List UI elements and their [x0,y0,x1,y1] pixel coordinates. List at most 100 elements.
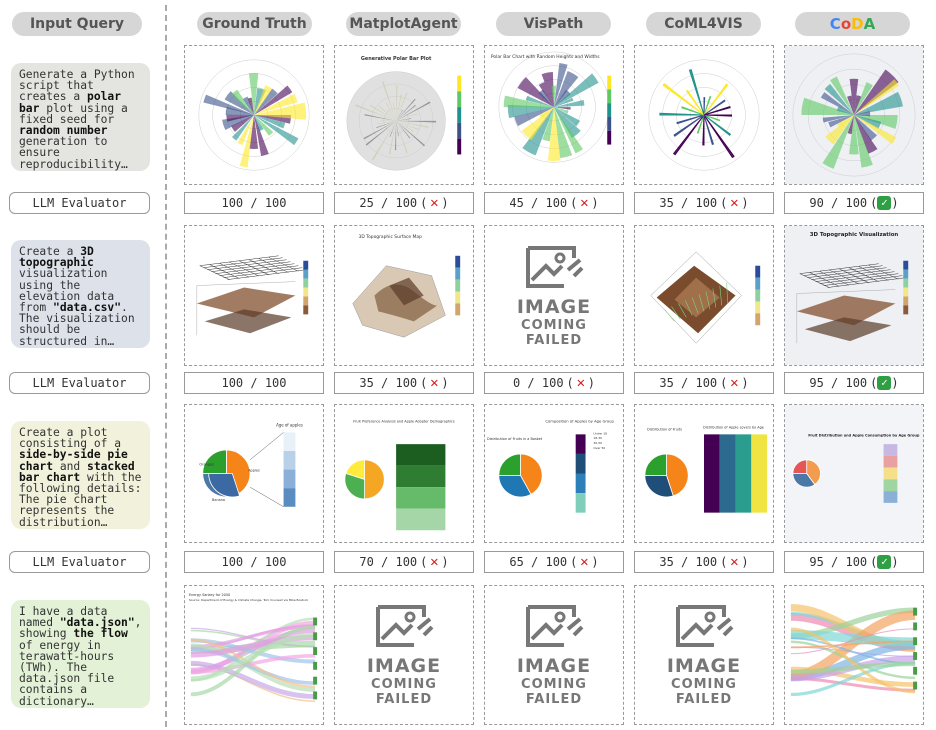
polar-bar [254,85,273,115]
thumb-title: Distribution of Fruits [647,427,682,431]
score-value: 45 / 100 [509,196,568,210]
colorbar-segment [457,122,462,139]
paren: ) [591,196,599,210]
colorbar-segment [607,130,612,145]
stacked-bar-segment [883,467,898,480]
icon-mountain [530,262,564,281]
score-ground-truth: 100 / 100 [184,551,324,573]
thumb-bg [785,226,923,365]
terrain-surface [674,277,720,318]
failed-text-line: COMING [521,317,587,333]
polar-bar [254,115,264,132]
polar-bar [554,107,573,159]
polar-bar [522,107,554,156]
result-thumbnail-ground-truth [184,45,324,185]
query-keyword: stacked bar chart [19,459,135,484]
fail-cross-icon: ✕ [580,554,589,570]
sankey-node [913,652,918,660]
result-thumbnail-coml4vis: Distribution of Fruits Distribution of Ap… [634,404,774,543]
pie-slice [806,459,821,486]
paren: ) [741,376,749,390]
paren: ( [870,555,878,569]
contour-line [726,282,728,304]
sankey-node [313,647,318,655]
pie-label: Oranges [199,463,214,467]
fail-cross-icon: ✕ [730,195,739,211]
sankey-node [313,691,318,700]
stacked-bar-segment [396,444,446,466]
stacked-bar-segment [883,491,898,503]
sankey-link [790,661,916,675]
paren: ( [870,376,878,390]
polar-bar [672,114,705,156]
polar-bar [703,114,735,159]
sankey-node [313,676,318,685]
colorbar-segment [755,265,761,278]
paren: ( [570,555,578,569]
result-thumbnail-coda: Fruit Distribution and Apple Consumption… [784,404,924,543]
colorbar-segment [607,103,612,117]
polar-bar [854,79,900,115]
column-divider [165,5,167,727]
pie-slice [364,459,385,500]
stacked-bar-segment [396,465,446,488]
polar-grid-ring [346,71,446,171]
wireframe-line [868,265,899,280]
polar-bar [822,115,854,169]
polar-bar [554,97,574,108]
score-matplotagent: 35 / 100(✕) [334,372,474,394]
stacked-bar-segment [396,487,446,509]
polar-bar [396,101,431,121]
broken-image-icon [526,605,584,647]
input-query-2: Create a 3D topographic visualization us… [11,240,150,348]
failed-text-line: FAILED [525,332,583,348]
score-coml4vis: 35 / 100(✕) [634,372,774,394]
query-text: visualization using the elevation data f… [19,267,115,315]
colorbar-segment [903,260,909,270]
polar-bar [396,118,412,121]
stacked-bar-segment [575,434,586,454]
fail-cross-icon: ✕ [430,375,439,391]
score-matplotagent: 70 / 100(✕) [334,551,474,573]
polar-bar [396,104,416,121]
paren: ) [591,555,599,569]
failed-text-line: COMING [671,677,737,692]
query-text: Create a plot consisting of a [19,426,122,451]
broken-image-icon [676,605,734,647]
polar-bar [385,102,397,121]
score-value: 35 / 100 [659,555,718,569]
polar-bar [231,115,254,141]
polar-bar [203,94,254,115]
colorbar-segment [903,287,909,297]
stacked-bar-segment [883,455,898,468]
polar-bar [249,115,259,149]
colorbar-segment [457,107,462,123]
polar-bar [554,99,585,108]
polar-bar [685,89,705,116]
polar-bar [538,89,554,108]
score-vispath: 45 / 100(✕) [484,192,624,214]
chart-thumbnail: Fruit Preference Analysis and Apple Adop… [335,405,473,542]
result-thumbnail-matplotagent: IMAGE COMING FAILED [334,585,474,725]
polar-bar [854,115,878,154]
wireframe-line [827,277,907,288]
legend-entry: 18-30 [593,436,602,440]
paren: ( [720,376,728,390]
polar-bar [696,114,705,134]
polar-bar [849,115,859,155]
pie-label: Apples [248,469,260,473]
connector-line [249,487,284,507]
fail-cross-icon: ✕ [430,195,439,211]
contour-line [719,285,723,306]
paren: ( [720,196,728,210]
query-text: with the following details: The pie char… [19,470,142,529]
paren: ) [741,555,749,569]
polar-bar [554,89,571,108]
query-text: I have a data named [19,605,108,630]
polar-bar [849,78,859,115]
polar-bar [554,107,581,127]
chart-thumbnail: Fruit Distribution and Apple Consumption… [785,405,923,542]
query-text: plot using a fixed seed for [19,101,128,126]
polar-bar [239,115,254,168]
legend-entry: Over 50 [593,446,605,450]
